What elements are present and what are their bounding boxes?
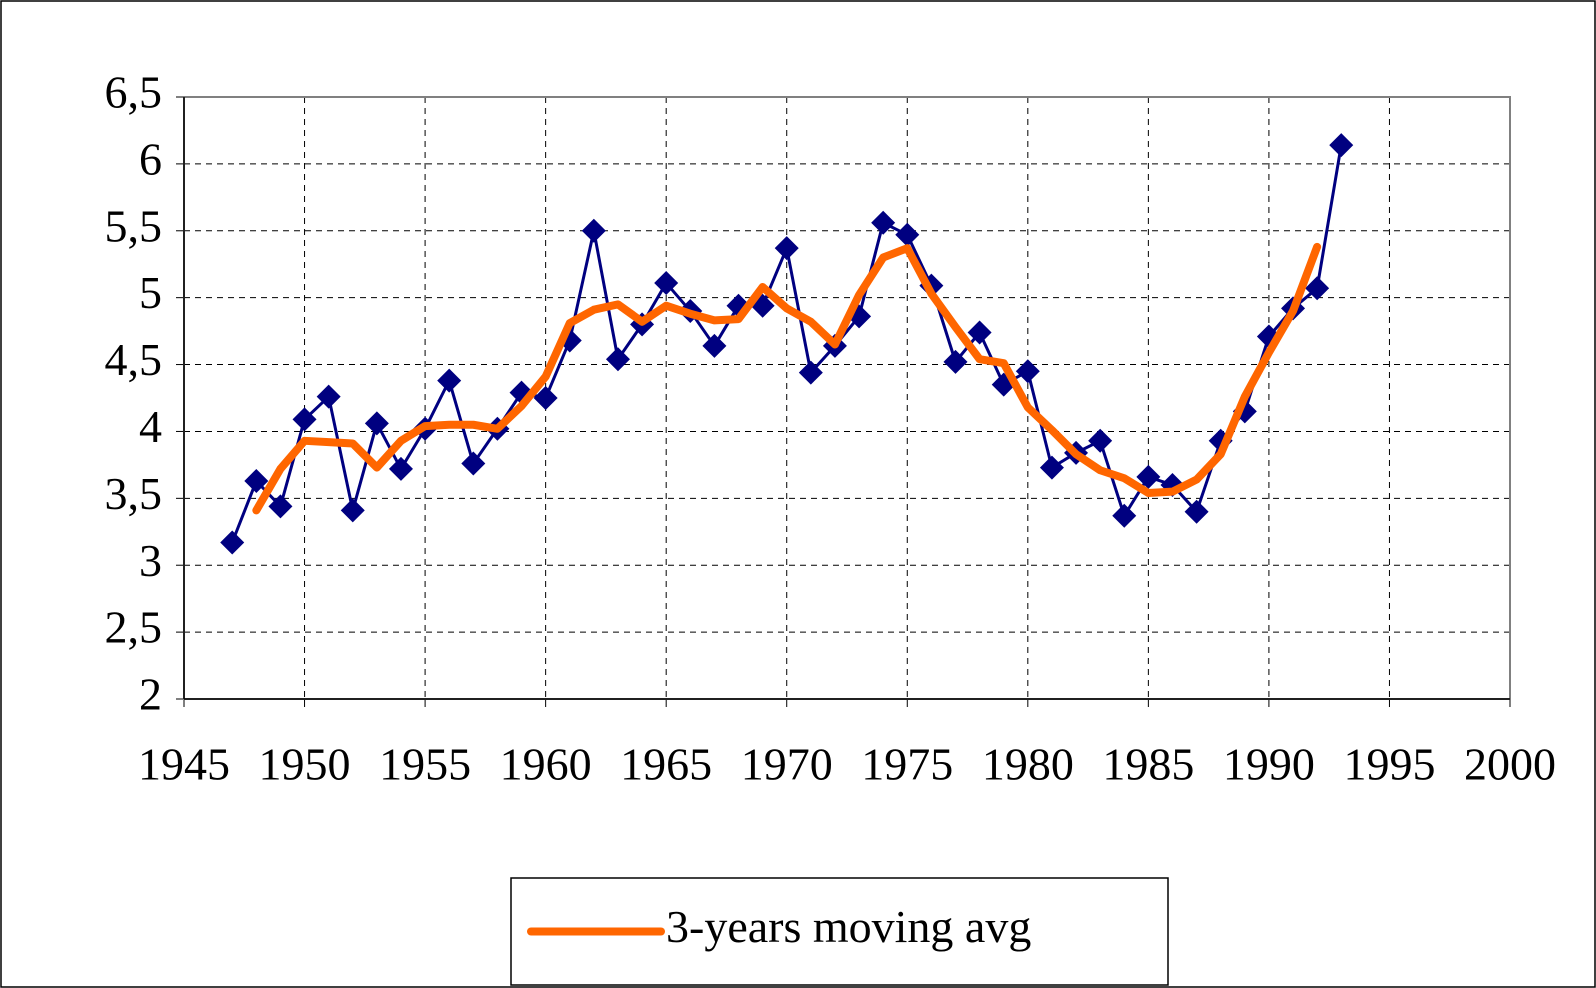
point-marker bbox=[702, 333, 727, 358]
y-tick-label: 5,5 bbox=[105, 200, 163, 251]
point-marker bbox=[967, 320, 992, 345]
x-tick-label: 2000 bbox=[1464, 739, 1556, 790]
point-marker bbox=[461, 451, 486, 476]
point-marker bbox=[1136, 464, 1161, 489]
point-marker bbox=[1015, 359, 1040, 384]
point-marker bbox=[388, 456, 413, 481]
x-tick-label: 1945 bbox=[138, 739, 230, 790]
y-tick-label: 3,5 bbox=[105, 468, 163, 519]
point-marker bbox=[581, 218, 606, 243]
x-tick-label: 1995 bbox=[1343, 739, 1435, 790]
point-marker bbox=[437, 368, 462, 393]
point-marker bbox=[871, 210, 896, 235]
point-marker bbox=[1039, 455, 1064, 480]
y-tick-label: 2,5 bbox=[105, 602, 163, 653]
y-tick-label: 4,5 bbox=[105, 334, 163, 385]
point-marker bbox=[1112, 503, 1137, 528]
y-tick-label: 4 bbox=[139, 401, 162, 452]
x-tick-label: 1970 bbox=[741, 739, 833, 790]
x-tick-label: 1980 bbox=[982, 739, 1074, 790]
point-marker bbox=[533, 386, 558, 410]
point-marker bbox=[340, 498, 365, 523]
x-tick-label: 1950 bbox=[259, 739, 351, 790]
point-marker bbox=[364, 411, 389, 436]
plot-area bbox=[184, 97, 1510, 699]
x-tick-label: 1965 bbox=[620, 739, 712, 790]
y-tick-label: 5 bbox=[139, 267, 162, 318]
point-marker bbox=[244, 468, 269, 493]
point-marker bbox=[943, 349, 968, 374]
legend: 3-years moving avg bbox=[510, 877, 1169, 986]
point-marker bbox=[654, 270, 679, 295]
point-marker bbox=[1329, 133, 1354, 158]
y-tick-label: 3 bbox=[139, 535, 162, 586]
point-marker bbox=[605, 347, 630, 372]
y-tick-label: 2 bbox=[139, 669, 162, 720]
point-marker bbox=[292, 407, 317, 432]
point-marker bbox=[268, 494, 293, 519]
point-marker bbox=[1088, 428, 1113, 453]
x-tick-label: 1975 bbox=[861, 739, 953, 790]
point-marker bbox=[220, 530, 245, 555]
y-tick-label: 6 bbox=[139, 133, 162, 184]
point-marker bbox=[1184, 499, 1209, 524]
point-marker bbox=[895, 222, 920, 247]
x-tick-label: 1955 bbox=[379, 739, 471, 790]
point-marker bbox=[774, 236, 799, 261]
x-tick-label: 1960 bbox=[500, 739, 592, 790]
x-tick-label: 1990 bbox=[1223, 739, 1315, 790]
point-marker bbox=[798, 360, 823, 385]
y-tick-label: 6,5 bbox=[105, 67, 163, 118]
x-tick-label: 1985 bbox=[1102, 739, 1194, 790]
series-line bbox=[252, 242, 1322, 515]
point-marker bbox=[1305, 276, 1330, 301]
point-marker bbox=[316, 384, 341, 409]
legend-label: 3-years moving avg bbox=[666, 901, 1031, 952]
